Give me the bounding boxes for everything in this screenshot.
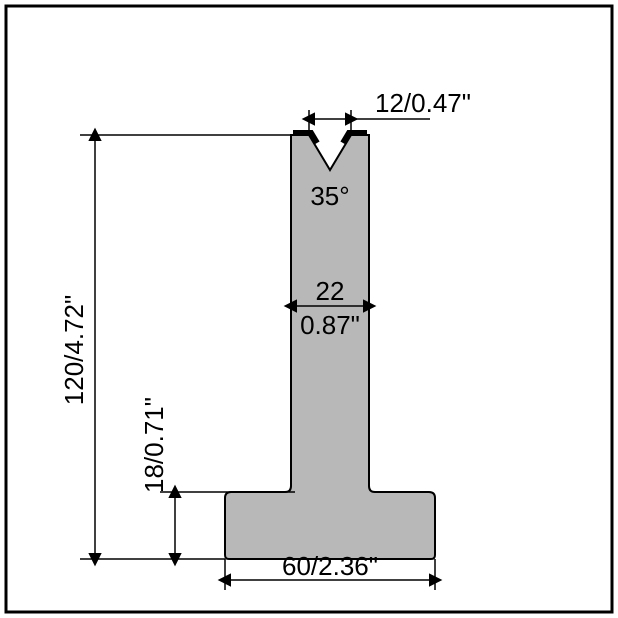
dim-stem-width-mm: 22 [316, 276, 345, 306]
dim-base-height-label: 18/0.71" [139, 397, 169, 493]
drawing-canvas: 120/4.72" 18/0.71" 60/2.36" 12/0.47" 35°… [0, 0, 618, 618]
dim-height-total-label: 120/4.72" [59, 295, 89, 405]
dim-notch-width: 12/0.47" [309, 88, 471, 135]
dim-notch-width-label: 12/0.47" [375, 88, 471, 118]
dim-stem-width-inch: 0.87" [300, 310, 360, 340]
dim-notch-angle-label: 35° [310, 181, 349, 211]
dim-base-width-label: 60/2.36" [282, 551, 378, 581]
